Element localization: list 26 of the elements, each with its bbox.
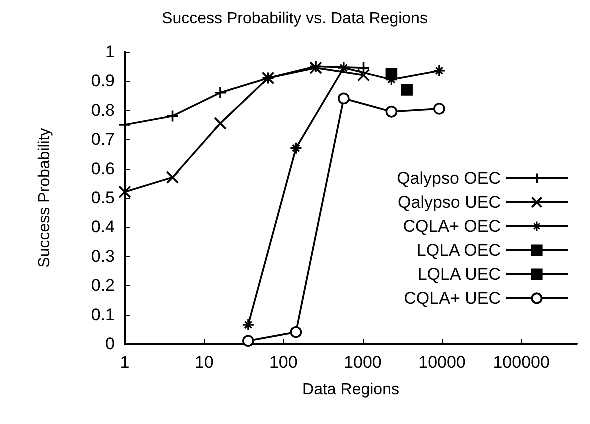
legend-label: CQLA+ OEC: [403, 217, 501, 236]
legend-label: LQLA OEC: [416, 241, 501, 260]
y-tick-label: 0.3: [91, 246, 115, 266]
x-tick-label: 10: [194, 353, 214, 372]
y-tick-label: 0.2: [91, 276, 115, 296]
x-tick-label: 100: [269, 353, 298, 372]
x-axis-title: Data Regions: [302, 382, 400, 398]
y-tick-label: 0.8: [91, 100, 115, 120]
y-tick-label: 1: [106, 42, 115, 62]
y-tick-label: 0.7: [91, 130, 115, 150]
legend-label: Qalypso UEC: [398, 193, 501, 212]
y-axis-title: Success Probability: [36, 128, 54, 268]
y-tick-label: 0.9: [91, 72, 115, 91]
legend-label: Qalypso OEC: [397, 169, 501, 188]
legend-label: LQLA UEC: [418, 265, 501, 284]
y-tick-label: 0.5: [91, 188, 115, 208]
legend-label: CQLA+ UEC: [404, 289, 501, 308]
x-tick-label: 10000: [418, 353, 466, 372]
y-tick-label: 0: [106, 334, 115, 354]
y-tick-label: 0.6: [91, 159, 115, 178]
y-tick-label: 0.1: [91, 305, 115, 324]
x-tick-label: 1000: [344, 353, 382, 372]
y-tick-label: 0.4: [91, 218, 115, 237]
chart-title: Success Probability vs. Data Regions: [162, 10, 428, 28]
x-tick-label: 100000: [493, 353, 550, 372]
x-tick-label: 1: [120, 353, 130, 372]
